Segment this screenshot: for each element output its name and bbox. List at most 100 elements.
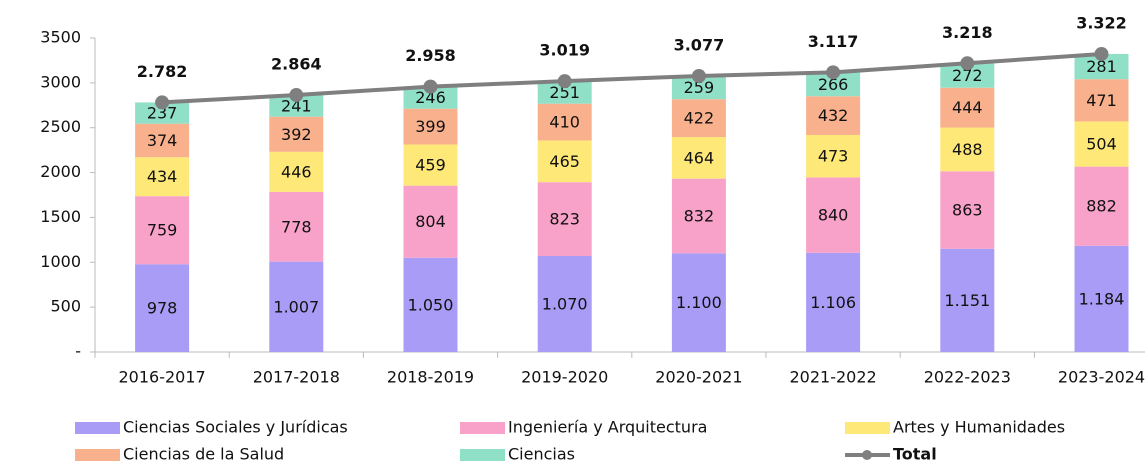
- bar-segment: [537, 140, 592, 183]
- data-label: 1.184: [1079, 289, 1125, 308]
- legend-label: Ingeniería y Arquitectura: [508, 418, 707, 437]
- bar-segment: [1074, 166, 1129, 246]
- data-label: 832: [684, 206, 715, 225]
- total-label: 3.117: [808, 32, 859, 51]
- total-label: 3.077: [674, 35, 725, 54]
- data-label: 432: [818, 106, 849, 125]
- y-tick-label: 1000: [40, 252, 81, 271]
- bar-segment: [403, 185, 458, 258]
- bar-segment: [269, 151, 324, 192]
- data-label: 882: [1086, 197, 1117, 216]
- x-tick-label: 2020-2021: [655, 368, 742, 387]
- data-label: 241: [281, 96, 312, 115]
- bar-segment: [403, 108, 458, 145]
- x-tick-label: 2018-2019: [387, 368, 474, 387]
- bar-segment: [806, 72, 861, 97]
- bar-segment: [269, 191, 324, 262]
- bar-segment: [135, 157, 190, 197]
- bar-segment: [671, 253, 726, 352]
- total-marker: [289, 88, 304, 103]
- data-label: 759: [147, 221, 178, 240]
- bar-segment: [671, 178, 726, 254]
- data-label: 488: [952, 140, 983, 159]
- data-label: 237: [147, 104, 178, 123]
- legend-label: Ciencias Sociales y Jurídicas: [123, 418, 348, 437]
- bar-segment: [806, 177, 861, 253]
- legend-label: Ciencias: [508, 445, 575, 463]
- bar-segment: [537, 81, 592, 104]
- bar-segment: [1074, 79, 1129, 122]
- total-marker: [155, 95, 170, 110]
- total-marker: [423, 79, 438, 94]
- y-tick-label: 3000: [40, 72, 81, 91]
- data-label: 259: [684, 78, 715, 97]
- bar-segment: [269, 95, 324, 117]
- bar-segment: [403, 86, 458, 109]
- y-tick-label: 2000: [40, 162, 81, 181]
- data-label: 1.106: [810, 293, 856, 312]
- x-tick-label: 2016-2017: [118, 368, 205, 387]
- bar-segment: [135, 102, 190, 124]
- bar-segment: [671, 137, 726, 179]
- bar-segment: [135, 123, 190, 158]
- y-tick-label: 1500: [40, 207, 81, 226]
- legend-swatch: [460, 449, 505, 461]
- bar-segment: [269, 116, 324, 152]
- data-label: 778: [281, 217, 312, 236]
- bar-segment: [537, 256, 592, 352]
- bar-segment: [671, 75, 726, 100]
- legend-swatch: [75, 449, 120, 461]
- x-tick-label: 2017-2018: [253, 368, 340, 387]
- legend-swatch: [75, 422, 120, 434]
- legend-label: Ciencias de la Salud: [123, 445, 284, 463]
- bar-segment: [403, 257, 458, 352]
- bar-segment: [135, 264, 190, 352]
- data-label: 840: [818, 206, 849, 225]
- bar-segment: [269, 261, 324, 352]
- bar-segment: [1074, 245, 1129, 352]
- data-label: 266: [818, 75, 849, 94]
- y-tick-label: -: [75, 342, 81, 361]
- data-label: 392: [281, 125, 312, 144]
- bar-segment: [403, 144, 458, 186]
- total-label: 2.782: [137, 62, 188, 81]
- total-marker: [1094, 46, 1109, 61]
- total-label: 3.218: [942, 23, 993, 42]
- x-tick-label: 2019-2020: [521, 368, 608, 387]
- bar-segment: [671, 99, 726, 138]
- data-label: 272: [952, 66, 983, 85]
- data-label: 1.151: [944, 291, 990, 310]
- data-label: 863: [952, 201, 983, 220]
- bar-segment: [940, 87, 995, 128]
- data-label: 410: [549, 113, 580, 132]
- data-label: 251: [549, 83, 580, 102]
- x-tick-label: 2023-2024: [1058, 368, 1145, 387]
- data-label: 399: [415, 117, 446, 136]
- data-label: 444: [952, 98, 983, 117]
- data-label: 464: [684, 148, 715, 167]
- total-label: 3.322: [1076, 13, 1127, 32]
- data-label: 422: [684, 109, 715, 128]
- y-tick-label: 500: [50, 297, 81, 316]
- bar-segment: [537, 182, 592, 257]
- bar-segment: [940, 127, 995, 172]
- bar-segment: [537, 103, 592, 141]
- data-label: 434: [147, 167, 178, 186]
- data-label: 978: [147, 299, 178, 318]
- data-label: 459: [415, 156, 446, 175]
- data-label: 804: [415, 212, 446, 231]
- data-label: 471: [1086, 91, 1117, 110]
- bar-segment: [806, 134, 861, 178]
- bar-segment: [806, 252, 861, 352]
- data-label: 1.007: [273, 297, 319, 316]
- bar-segment: [940, 171, 995, 249]
- total-label: 2.958: [405, 46, 456, 65]
- x-tick-label: 2021-2022: [789, 368, 876, 387]
- data-label: 1.050: [408, 295, 454, 314]
- total-marker: [557, 74, 572, 89]
- data-label: 465: [549, 152, 580, 171]
- y-tick-label: 2500: [40, 117, 81, 136]
- data-label: 1.100: [676, 293, 722, 312]
- bar-segment: [806, 96, 861, 135]
